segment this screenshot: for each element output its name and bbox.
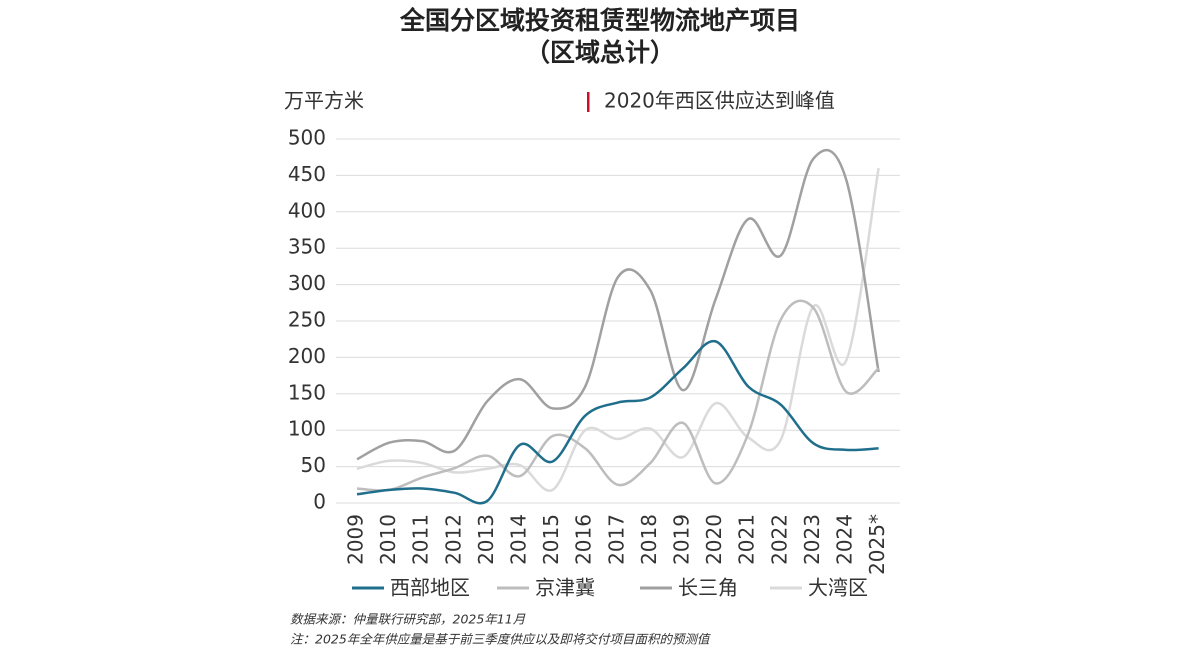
series-line [356, 340, 879, 505]
series-line [356, 148, 880, 461]
x-tick-label: 2012 [441, 514, 465, 565]
x-tick-label: 2013 [474, 514, 498, 565]
series-line [356, 299, 880, 492]
y-tick-label: 350 [288, 235, 326, 259]
annotation-marker [587, 92, 590, 112]
chart-subtitle: （区域总计） [525, 38, 675, 67]
chart-title: 全国分区域投资租赁型物流地产项目 [399, 6, 800, 35]
legend-label: 京津冀 [535, 576, 595, 600]
x-tick-label: 2019 [670, 514, 694, 565]
annotation: 2020年西区供应达到峰值 [604, 89, 835, 113]
y-tick-label: 400 [288, 198, 326, 222]
y-tick-label: 100 [288, 417, 326, 441]
legend-label: 西部地区 [390, 576, 470, 600]
x-tick-label: 2015 [539, 514, 563, 565]
y-tick-label: 150 [288, 380, 326, 404]
x-tick-label: 2025* [865, 514, 889, 575]
x-tick-label: 2018 [637, 514, 661, 565]
legend-label: 大湾区 [808, 576, 868, 600]
x-tick-label: 2022 [767, 514, 791, 565]
y-tick-label: 300 [288, 271, 326, 295]
x-tick-label: 2020 [702, 514, 726, 565]
y-tick-label: 450 [288, 162, 326, 186]
source: 数据来源：仲量联行研究部，2025年11月 [290, 612, 526, 627]
legend-label: 长三角 [678, 576, 738, 600]
y-tick-label: 0 [313, 490, 326, 514]
y-tick-label: 500 [288, 126, 326, 150]
x-tick-label: 2010 [376, 514, 400, 565]
x-tick-label: 2014 [507, 514, 531, 565]
x-tick-label: 2023 [800, 514, 824, 565]
footnote: 注：2025年全年供应量是基于前三季度供应以及即将交付项目面积的预测值 [290, 632, 711, 647]
y-tick-label: 50 [301, 453, 326, 477]
y-tick-label: 250 [288, 308, 326, 332]
y-axis-label: 万平方米 [284, 89, 364, 113]
x-tick-label: 2016 [572, 514, 596, 565]
x-tick-label: 2017 [604, 514, 628, 565]
x-tick-label: 2009 [344, 514, 368, 565]
x-tick-label: 2024 [833, 514, 857, 565]
series-line [356, 167, 880, 492]
x-tick-label: 2021 [735, 514, 759, 565]
y-tick-label: 200 [288, 344, 326, 368]
x-tick-label: 2011 [409, 514, 433, 565]
